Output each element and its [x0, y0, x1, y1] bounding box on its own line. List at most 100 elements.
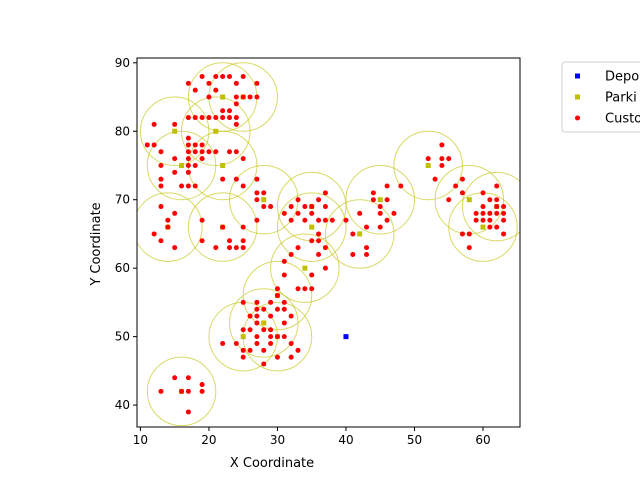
customer-point — [220, 340, 226, 346]
customer-point — [226, 238, 232, 244]
customer-point — [268, 204, 274, 210]
y-tick-label: 80 — [115, 124, 130, 138]
customer-point — [199, 217, 205, 223]
customer-point — [295, 347, 301, 353]
customer-point — [459, 176, 465, 182]
customer-point — [295, 197, 301, 203]
customer-point — [199, 388, 205, 394]
customer-point — [501, 210, 507, 216]
customer-point — [233, 121, 239, 127]
parking-point — [172, 128, 178, 134]
customer-point — [226, 108, 232, 114]
y-tick-label: 60 — [115, 261, 130, 275]
customer-point — [302, 204, 308, 210]
customer-point — [261, 190, 267, 196]
customer-point — [480, 217, 486, 223]
customer-point — [281, 210, 287, 216]
customer-point — [185, 169, 191, 175]
customer-point — [439, 162, 445, 168]
customer-point — [254, 217, 260, 223]
customer-point — [213, 115, 219, 121]
customer-point — [425, 156, 431, 162]
customer-point — [192, 183, 198, 189]
customer-point — [213, 87, 219, 93]
customer-point — [233, 94, 239, 100]
legend: Depo Parki Custo — [561, 61, 640, 133]
parking-point — [220, 162, 226, 168]
customer-point — [268, 327, 274, 333]
axes: 10 20 30 40 50 60 40 50 60 70 80 90 — [115, 56, 521, 447]
customer-point — [384, 217, 390, 223]
customer-point — [322, 190, 328, 196]
customer-point — [316, 217, 322, 223]
customer-point — [220, 108, 226, 114]
customer-point — [261, 327, 267, 333]
customer-point — [480, 190, 486, 196]
y-axis-label: Y Coordinate — [89, 202, 104, 286]
customer-point — [185, 183, 191, 189]
customer-point — [226, 73, 232, 79]
customer-point — [158, 176, 164, 182]
plot-marks — [137, 62, 520, 427]
customer-point — [281, 306, 287, 312]
customer-point — [172, 121, 178, 127]
customer-point — [220, 115, 226, 121]
customer-point — [254, 197, 260, 203]
parking-radius-circle — [324, 199, 395, 269]
customer-point — [192, 115, 198, 121]
customer-point — [254, 299, 260, 305]
customer-point — [233, 115, 239, 121]
customer-point — [192, 87, 198, 93]
customer-point — [220, 176, 226, 182]
customer-point — [233, 245, 239, 251]
customer-point — [274, 293, 280, 299]
y-tick-label: 90 — [115, 56, 130, 70]
x-tick-label: 10 — [133, 433, 148, 447]
customer-point — [377, 210, 383, 216]
customer-point — [432, 176, 438, 182]
customer-point — [357, 210, 363, 216]
customer-point — [226, 115, 232, 121]
parking-point — [377, 197, 383, 203]
customer-point — [398, 183, 404, 189]
parking-radius-circle — [393, 130, 463, 201]
customer-point — [172, 169, 178, 175]
customer-point — [281, 320, 287, 326]
customer-point — [501, 217, 507, 223]
customer-point — [240, 245, 246, 251]
customer-point — [309, 272, 315, 278]
customer-point — [295, 286, 301, 292]
y-tick-label: 50 — [115, 330, 130, 344]
parking-radius-circle — [137, 192, 203, 262]
parking-radius-circle — [139, 96, 210, 166]
customer-point — [185, 80, 191, 86]
customer-point — [494, 204, 500, 210]
customer-point — [240, 347, 246, 353]
parking-point — [480, 224, 486, 230]
parking-point — [357, 231, 363, 237]
customer-point — [288, 217, 294, 223]
customer-point — [233, 340, 239, 346]
plot-frame — [136, 57, 521, 428]
customer-point — [158, 183, 164, 189]
x-axis-label: X Coordinate — [230, 456, 314, 471]
customer-point — [274, 286, 280, 292]
customer-point — [206, 94, 212, 100]
parking-point — [425, 162, 431, 168]
customer-point — [158, 388, 164, 394]
customer-point — [501, 204, 507, 210]
customer-point — [377, 224, 383, 230]
customer-point — [439, 156, 445, 162]
customer-point — [494, 183, 500, 189]
customer-point — [240, 327, 246, 333]
customer-point — [261, 306, 267, 312]
customer-point — [316, 251, 322, 257]
customer-point — [316, 197, 322, 203]
customer-point — [158, 162, 164, 168]
customer-point — [165, 224, 171, 230]
y-tick-label: 40 — [115, 398, 130, 412]
customer-point — [185, 149, 191, 155]
legend-marker-customer — [575, 115, 580, 121]
customer-point — [206, 115, 212, 121]
